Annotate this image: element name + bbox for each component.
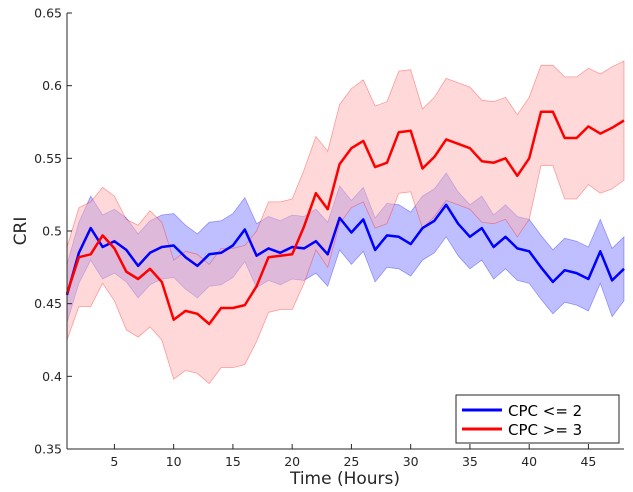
- confidence-bands: [66, 60, 625, 385]
- y-tick-label: 0.45: [34, 296, 62, 311]
- x-tick-label: 5: [110, 454, 118, 469]
- y-tick-label: 0.4: [42, 369, 62, 384]
- y-axis-title: CRI: [11, 217, 31, 246]
- x-ticks: 5 10 15 20 25 30 35 40 45: [110, 444, 596, 469]
- band-cpc-ge-3: [66, 60, 625, 385]
- x-tick-label: 15: [225, 454, 241, 469]
- y-ticks: 0.35 0.4 0.45 0.5 0.55 0.6 0.65: [34, 6, 72, 457]
- y-tick-label: 0.65: [34, 6, 62, 21]
- x-tick-label: 45: [580, 454, 596, 469]
- series-line-cpc-ge-3: [65, 110, 625, 326]
- y-tick-label: 0.35: [34, 442, 62, 457]
- legend-label-cpc-ge-3: CPC >= 3: [508, 421, 582, 439]
- x-tick-label: 10: [166, 454, 182, 469]
- x-tick-label: 35: [462, 454, 478, 469]
- series-line-cpc-le-2: [65, 203, 625, 296]
- legend-box: [455, 394, 620, 444]
- x-tick-label: 25: [343, 454, 359, 469]
- legend-label-cpc-le-2: CPC <= 2: [508, 402, 582, 420]
- series-lines: [65, 110, 625, 326]
- x-tick-label: 30: [403, 454, 419, 469]
- x-tick-label: 40: [521, 454, 537, 469]
- y-tick-label: 0.6: [42, 78, 62, 93]
- legend: CPC <= 2 CPC >= 3: [455, 394, 620, 444]
- x-axis-title: Time (Hours): [289, 469, 400, 489]
- y-tick-label: 0.5: [42, 224, 62, 239]
- x-tick-label: 20: [284, 454, 300, 469]
- y-tick-label: 0.55: [34, 151, 62, 166]
